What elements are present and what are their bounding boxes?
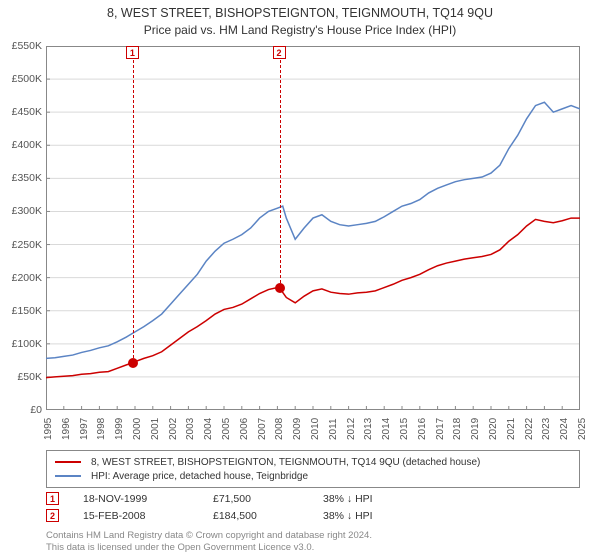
x-tick-label: 2000 [132,418,143,440]
y-tick-label: £50K [17,371,42,383]
x-tick-label: 2003 [185,418,196,440]
event-hpi-1: 38% ↓ HPI [323,493,373,505]
marker-dropline [280,60,281,288]
x-tick-label: 2018 [452,418,463,440]
events-block: 1 18-NOV-1999 £71,500 38% ↓ HPI 2 15-FEB… [46,490,580,524]
title-line-1: 8, WEST STREET, BISHOPSTEIGNTON, TEIGNMO… [0,6,600,20]
y-tick-label: £450K [12,106,42,118]
marker-dot [275,283,285,293]
event-hpi-2: 38% ↓ HPI [323,510,373,522]
x-tick-label: 2008 [274,418,285,440]
marker-dot [128,358,138,368]
legend-label-hpi: HPI: Average price, detached house, Teig… [91,471,308,482]
x-tick-label: 2024 [559,418,570,440]
title-line-2: Price paid vs. HM Land Registry's House … [0,23,600,37]
y-tick-label: £200K [12,272,42,284]
event-price-2: £184,500 [213,510,323,522]
x-tick-label: 2025 [577,418,588,440]
footer-line-1: Contains HM Land Registry data © Crown c… [46,530,580,542]
marker-box: 1 [126,46,139,59]
event-row-1: 1 18-NOV-1999 £71,500 38% ↓ HPI [46,490,580,507]
y-tick-label: £100K [12,338,42,350]
event-marker-1: 1 [46,492,59,505]
y-tick-label: £0 [30,404,42,416]
x-tick-label: 2010 [310,418,321,440]
y-tick-label: £400K [12,139,42,151]
x-tick-label: 2023 [541,418,552,440]
chart-container: 8, WEST STREET, BISHOPSTEIGNTON, TEIGNMO… [0,0,600,560]
event-price-1: £71,500 [213,493,323,505]
x-tick-label: 1996 [61,418,72,440]
x-tick-label: 2001 [150,418,161,440]
footer-text: Contains HM Land Registry data © Crown c… [46,530,580,554]
x-tick-label: 2002 [168,418,179,440]
y-tick-label: £550K [12,40,42,52]
event-row-2: 2 15-FEB-2008 £184,500 38% ↓ HPI [46,507,580,524]
x-tick-label: 2015 [399,418,410,440]
x-tick-label: 1999 [114,418,125,440]
y-tick-label: £350K [12,172,42,184]
x-tick-label: 2007 [257,418,268,440]
x-tick-label: 1995 [43,418,54,440]
x-tick-label: 2014 [381,418,392,440]
x-tick-label: 2022 [524,418,535,440]
legend-label-property: 8, WEST STREET, BISHOPSTEIGNTON, TEIGNMO… [91,457,480,468]
y-tick-label: £500K [12,73,42,85]
x-tick-label: 1998 [96,418,107,440]
marker-dropline [133,60,134,363]
x-tick-label: 2009 [292,418,303,440]
legend-swatch-hpi [55,475,81,477]
x-tick-label: 2016 [417,418,428,440]
legend-row-property: 8, WEST STREET, BISHOPSTEIGNTON, TEIGNMO… [55,455,571,469]
x-tick-label: 2013 [363,418,374,440]
x-tick-label: 2020 [488,418,499,440]
x-tick-label: 2006 [239,418,250,440]
x-tick-label: 2012 [346,418,357,440]
x-tick-label: 1997 [79,418,90,440]
legend-box: 8, WEST STREET, BISHOPSTEIGNTON, TEIGNMO… [46,450,580,488]
x-tick-label: 2019 [470,418,481,440]
x-tick-label: 2004 [203,418,214,440]
x-tick-label: 2005 [221,418,232,440]
legend-row-hpi: HPI: Average price, detached house, Teig… [55,469,571,483]
series-svg [46,46,580,410]
marker-box: 2 [273,46,286,59]
legend-swatch-property [55,461,81,463]
x-tick-label: 2021 [506,418,517,440]
x-tick-label: 2011 [328,418,339,440]
y-tick-label: £250K [12,239,42,251]
y-tick-label: £150K [12,305,42,317]
event-date-1: 18-NOV-1999 [83,493,213,505]
chart-plot-area: 12 [46,46,580,410]
y-tick-label: £300K [12,205,42,217]
title-block: 8, WEST STREET, BISHOPSTEIGNTON, TEIGNMO… [0,0,600,37]
x-tick-label: 2017 [435,418,446,440]
footer-line-2: This data is licensed under the Open Gov… [46,542,580,554]
event-marker-2: 2 [46,509,59,522]
event-date-2: 15-FEB-2008 [83,510,213,522]
